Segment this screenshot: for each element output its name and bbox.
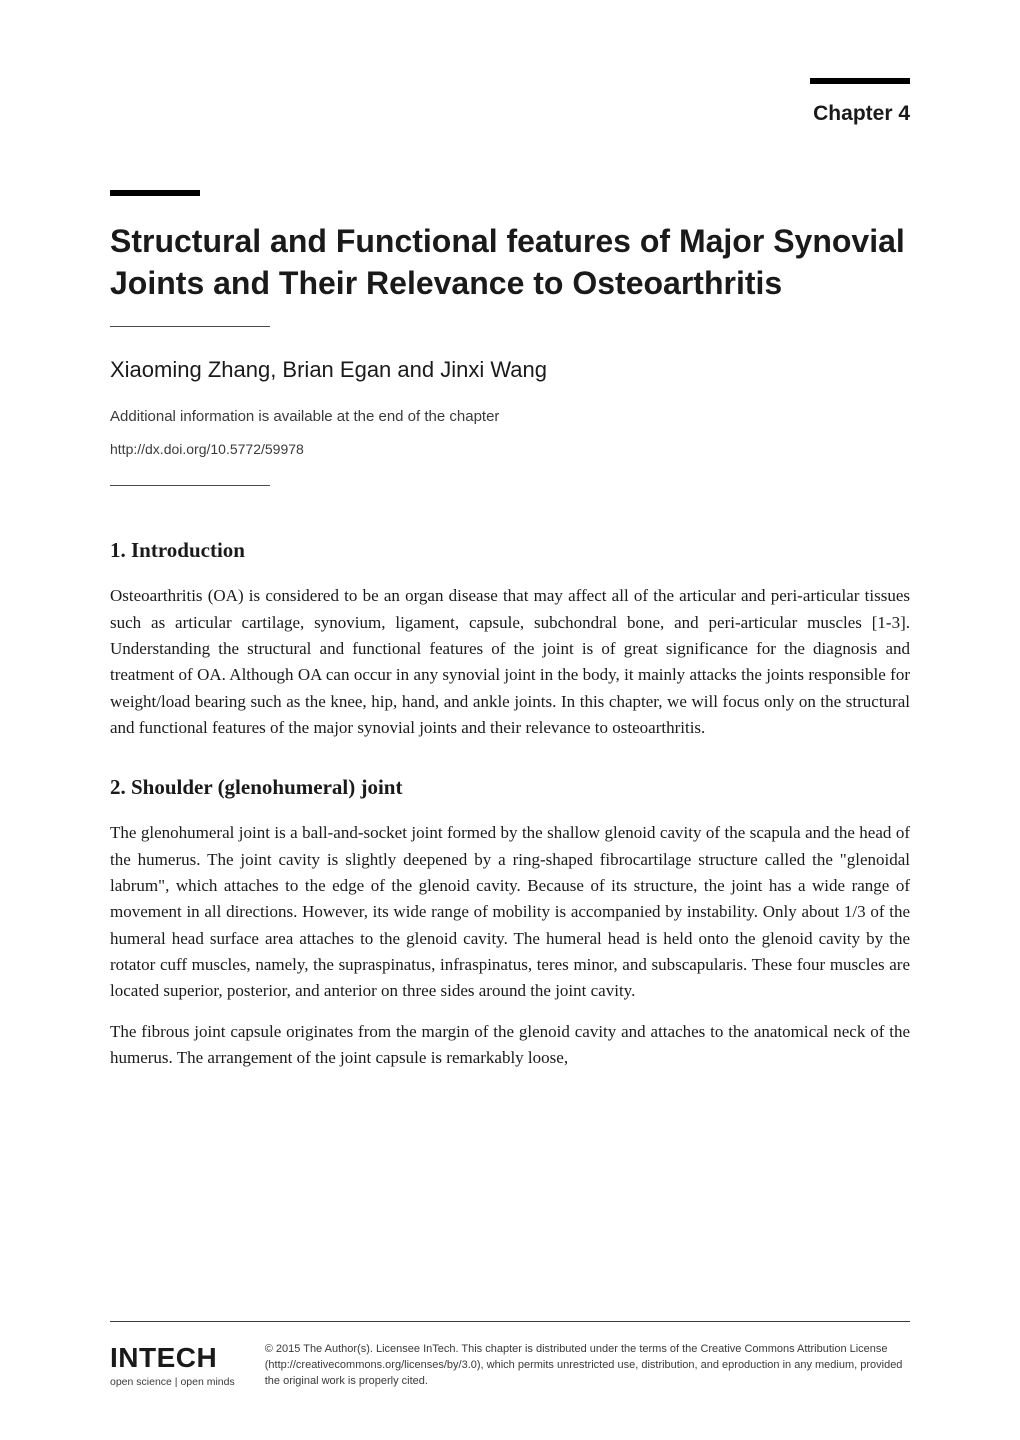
- chapter-label: Chapter 4: [810, 102, 910, 126]
- chapter-marker: Chapter 4: [810, 78, 910, 126]
- footer-content: INTECH open science | open minds © 2015 …: [110, 1342, 910, 1390]
- footer-rule: [110, 1321, 910, 1322]
- title-bar: [110, 190, 200, 196]
- section-1-paragraph-1: Osteoarthritis (OA) is considered to be …: [110, 583, 910, 741]
- section-2-paragraph-1: The glenohumeral joint is a ball-and-soc…: [110, 820, 910, 1004]
- publisher-logo: INTECH open science | open minds: [110, 1342, 235, 1388]
- logo-text: INTECH: [110, 1342, 235, 1374]
- section-2-paragraph-2: The fibrous joint capsule originates fro…: [110, 1019, 910, 1072]
- additional-info: Additional information is available at t…: [110, 408, 910, 425]
- section-heading-1: 1. Introduction: [110, 538, 910, 563]
- title-block: Structural and Functional features of Ma…: [110, 190, 910, 486]
- title-underline: [110, 326, 270, 327]
- doi-underline: [110, 485, 270, 486]
- logo-tagline: open science | open minds: [110, 1376, 235, 1388]
- section-heading-2: 2. Shoulder (glenohumeral) joint: [110, 775, 910, 800]
- license-text: © 2015 The Author(s). Licensee InTech. T…: [265, 1342, 910, 1390]
- chapter-marker-bar: [810, 78, 910, 84]
- footer: INTECH open science | open minds © 2015 …: [110, 1321, 910, 1390]
- authors: Xiaoming Zhang, Brian Egan and Jinxi Wan…: [110, 357, 910, 383]
- doi-link: http://dx.doi.org/10.5772/59978: [110, 441, 910, 457]
- main-title: Structural and Functional features of Ma…: [110, 221, 910, 304]
